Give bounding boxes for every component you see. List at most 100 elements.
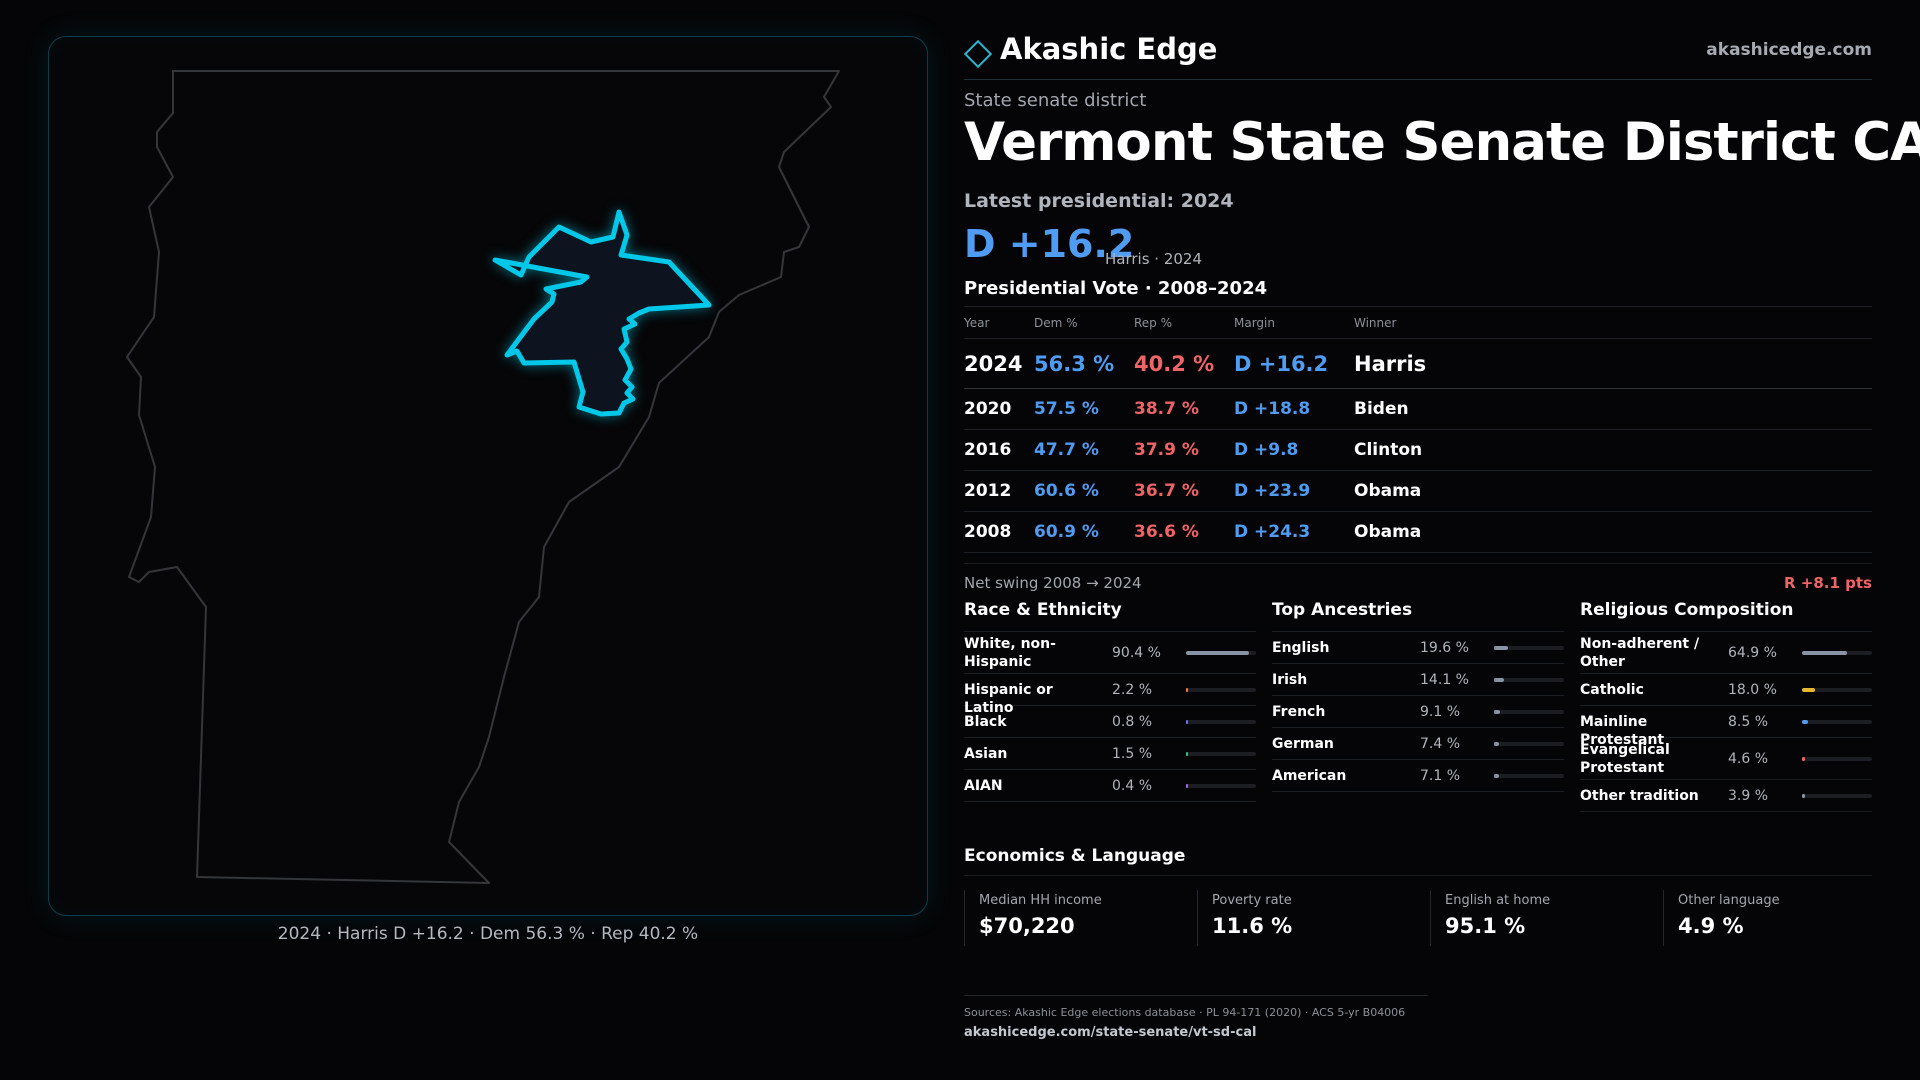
brand-site-link[interactable]: akashicedge.com xyxy=(1706,40,1872,60)
item-value: 7.4 % xyxy=(1420,736,1461,752)
row-year: 2020 xyxy=(964,388,1034,430)
list-item: German 7.4 % xyxy=(1272,728,1564,760)
row-rep: 40.2 % xyxy=(1134,338,1234,389)
bar-track xyxy=(1186,720,1256,724)
row-year: 2024 xyxy=(964,338,1034,389)
item-label: Non-adherent / Other xyxy=(1580,636,1700,670)
row-margin: D +23.9 xyxy=(1234,470,1354,512)
economics-title: Economics & Language xyxy=(964,846,1872,876)
list-item: English 19.6 % xyxy=(1272,632,1564,664)
list-item: Evangelical Protestant 4.6 % xyxy=(1580,738,1872,780)
item-value: 90.4 % xyxy=(1112,645,1161,661)
brand-header: Akashic Edge akashicedge.com xyxy=(963,30,1872,80)
row-winner: Harris xyxy=(1354,338,1872,389)
brand-name[interactable]: Akashic Edge xyxy=(1000,32,1218,66)
bar-track xyxy=(1802,757,1872,761)
latest-presidential-label: Latest presidential: 2024 xyxy=(964,190,1234,212)
bar-fill xyxy=(1802,651,1847,655)
sources-footer: Sources: Akashic Edge elections database… xyxy=(964,995,1428,1040)
section-title: Race & Ethnicity xyxy=(964,600,1256,632)
race-ethnicity-section: Race & Ethnicity White, non-Hispanic 90.… xyxy=(964,600,1256,802)
table-row: 2012 60.6 % 36.7 % D +23.9 Obama xyxy=(964,470,1872,512)
district-map[interactable] xyxy=(49,37,929,917)
presidential-vote-table: Year Dem % Rep % Margin Winner 2024 56.3… xyxy=(964,306,1872,553)
bar-fill xyxy=(1186,688,1188,692)
net-swing-label: Net swing 2008 → 2024 xyxy=(964,574,1142,592)
row-margin: D +18.8 xyxy=(1234,388,1354,430)
row-year: 2008 xyxy=(964,511,1034,553)
col-year: Year xyxy=(964,306,1034,339)
net-swing-row: Net swing 2008 → 2024 R +8.1 pts xyxy=(964,563,1872,593)
item-label: Asian xyxy=(964,746,1008,762)
latest-margin-value: D +16.2 xyxy=(964,222,1135,266)
col-winner: Winner xyxy=(1354,306,1872,339)
bar-track xyxy=(1802,720,1872,724)
bar-fill xyxy=(1494,678,1504,682)
row-dem: 56.3 % xyxy=(1034,338,1134,389)
item-value: 0.8 % xyxy=(1112,714,1153,730)
bar-track xyxy=(1186,784,1256,788)
bar-fill xyxy=(1186,720,1188,724)
row-rep: 36.7 % xyxy=(1134,470,1234,512)
section-title: Top Ancestries xyxy=(1272,600,1564,632)
section-title: Religious Composition xyxy=(1580,600,1872,632)
bar-fill xyxy=(1494,710,1500,714)
bar-fill xyxy=(1494,646,1508,650)
list-item: Black 0.8 % xyxy=(964,706,1256,738)
stat-label: Other language xyxy=(1678,893,1780,908)
list-item: Non-adherent / Other 64.9 % xyxy=(1580,632,1872,674)
item-label: Catholic xyxy=(1580,682,1644,698)
list-item: Asian 1.5 % xyxy=(964,738,1256,770)
bar-track xyxy=(1802,651,1872,655)
row-dem: 47.7 % xyxy=(1034,429,1134,471)
item-value: 14.1 % xyxy=(1420,672,1469,688)
table-row: 2016 47.7 % 37.9 % D +9.8 Clinton xyxy=(964,429,1872,471)
row-dem: 60.9 % xyxy=(1034,511,1134,553)
page-title: Vermont State Senate District CAL xyxy=(964,112,1920,173)
row-margin: D +9.8 xyxy=(1234,429,1354,471)
bar-fill xyxy=(1802,794,1805,798)
diamond-outline-icon xyxy=(963,39,993,69)
item-value: 2.2 % xyxy=(1112,682,1153,698)
stat-median-income: Median HH income $70,220 xyxy=(964,890,1184,946)
item-label: American xyxy=(1272,768,1347,784)
bar-track xyxy=(1494,774,1564,778)
row-winner: Obama xyxy=(1354,470,1872,512)
list-item: American 7.1 % xyxy=(1272,760,1564,792)
stat-label: Median HH income xyxy=(979,893,1102,908)
row-dem: 57.5 % xyxy=(1034,388,1134,430)
item-value: 9.1 % xyxy=(1420,704,1461,720)
item-label: AIAN xyxy=(964,778,1003,794)
stat-english-at-home: English at home 95.1 % xyxy=(1430,890,1650,946)
list-item: Hispanic or Latino 2.2 % xyxy=(964,674,1256,716)
bar-fill xyxy=(1802,757,1805,761)
stat-value: 95.1 % xyxy=(1445,914,1526,938)
bar-fill xyxy=(1186,784,1188,788)
source-url-link[interactable]: akashicedge.com/state-senate/vt-sd-cal xyxy=(964,1025,1257,1040)
net-swing-value: R +8.1 pts xyxy=(1784,574,1872,592)
row-year: 2012 xyxy=(964,470,1034,512)
item-value: 18.0 % xyxy=(1728,682,1777,698)
bar-track xyxy=(1494,678,1564,682)
row-winner: Biden xyxy=(1354,388,1872,430)
bar-fill xyxy=(1494,742,1499,746)
presidential-vote-title: Presidential Vote · 2008–2024 xyxy=(964,278,1268,299)
bar-track xyxy=(1186,688,1256,692)
list-item: Other tradition 3.9 % xyxy=(1580,780,1872,812)
row-rep: 37.9 % xyxy=(1134,429,1234,471)
map-panel[interactable] xyxy=(48,36,928,916)
stat-poverty-rate: Poverty rate 11.6 % xyxy=(1197,890,1417,946)
bar-track xyxy=(1494,710,1564,714)
page-eyebrow: State senate district xyxy=(964,90,1147,111)
stat-value: 4.9 % xyxy=(1678,914,1744,938)
list-item: French 9.1 % xyxy=(1272,696,1564,728)
item-value: 8.5 % xyxy=(1728,714,1769,730)
row-margin: D +24.3 xyxy=(1234,511,1354,553)
district-cal-outline[interactable] xyxy=(492,209,712,417)
list-item: Catholic 18.0 % xyxy=(1580,674,1872,706)
item-value: 3.9 % xyxy=(1728,788,1769,804)
bar-track xyxy=(1802,794,1872,798)
bar-fill xyxy=(1186,752,1188,756)
item-label: Irish xyxy=(1272,672,1308,688)
table-header-row: Year Dem % Rep % Margin Winner xyxy=(964,306,1872,339)
